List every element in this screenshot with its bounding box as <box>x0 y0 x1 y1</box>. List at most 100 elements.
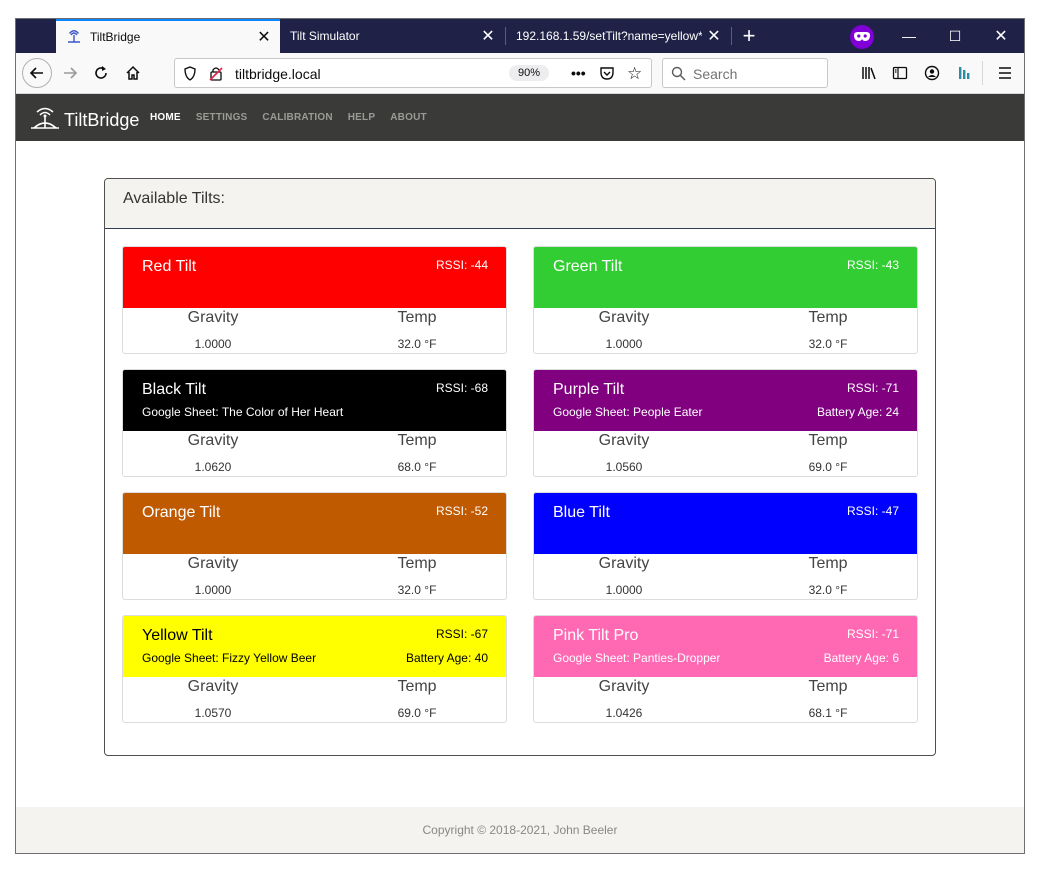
main-content: Available Tilts: Red Tilt RSSI: -44 Grav… <box>16 141 1024 807</box>
tilt-google-sheet: Google Sheet: Fizzy Yellow Beer <box>142 651 317 665</box>
temp-label: Temp <box>808 555 848 572</box>
library-icon[interactable] <box>856 59 884 87</box>
url-text[interactable]: tiltbridge.local <box>235 66 321 82</box>
temp-label: Temp <box>397 678 437 695</box>
available-tilts-panel: Available Tilts: Red Tilt RSSI: -44 Grav… <box>104 178 936 756</box>
shield-icon[interactable] <box>183 66 197 86</box>
gravity-label: Gravity <box>187 432 239 449</box>
tilt-card-header: Green Tilt RSSI: -43 <box>534 247 917 308</box>
gravity-label: Gravity <box>598 555 650 572</box>
new-tab-icon[interactable]: + <box>742 23 756 48</box>
nav-help[interactable]: HELP <box>347 112 376 123</box>
brand[interactable]: TiltBridge <box>30 106 139 135</box>
insecure-lock-icon[interactable] <box>209 66 223 86</box>
tilt-card-red-tilt: Red Tilt RSSI: -44 Gravity Temp 1.0000 3… <box>122 246 507 354</box>
tilt-battery-age: Battery Age: 40 <box>405 651 488 665</box>
search-bar[interactable]: Search <box>662 58 828 88</box>
brand-name: TiltBridge <box>64 110 140 130</box>
zoom-level[interactable]: 90% <box>509 65 549 81</box>
tilt-card-header: Black Tilt RSSI: -68 Google Sheet: The C… <box>123 370 506 431</box>
close-window-icon[interactable]: ✕ <box>994 28 1008 45</box>
tilt-battery-age: Battery Age: 6 <box>823 651 899 665</box>
temp-value: 32.0 °F <box>397 583 437 597</box>
pocket-icon[interactable] <box>599 66 615 86</box>
url-bar[interactable]: tiltbridge.local 90% ••• ☆ <box>174 58 652 88</box>
gravity-value: 1.0000 <box>605 337 643 351</box>
home-button[interactable] <box>119 59 147 87</box>
bookmark-star-icon[interactable]: ☆ <box>627 64 643 83</box>
tilt-card-body: Gravity Temp 1.0620 68.0 °F <box>123 431 506 476</box>
temp-label: Temp <box>808 432 848 449</box>
tilt-name: Orange Tilt <box>142 504 221 521</box>
tilt-google-sheet: Google Sheet: Panties-Dropper <box>553 651 721 665</box>
tab-tiltbridge[interactable]: TiltBridge ✕ <box>56 19 280 53</box>
temp-value: 69.0 °F <box>808 460 848 474</box>
temp-value: 68.1 °F <box>808 706 848 720</box>
panel-title: Available Tilts: <box>105 179 935 229</box>
tilt-rssi: RSSI: -71 <box>846 627 899 641</box>
tilt-google-sheet: Google Sheet: People Eater <box>553 405 703 419</box>
browser-window: TiltBridge ✕ Tilt Simulator ✕ 192.168.1.… <box>15 18 1025 854</box>
tilt-card-body: Gravity Temp 1.0426 68.1 °F <box>534 677 917 722</box>
hamburger-menu-icon[interactable] <box>991 59 1019 87</box>
tilt-rssi: RSSI: -71 <box>846 381 899 395</box>
nav-about[interactable]: ABOUT <box>390 112 427 123</box>
minimize-icon[interactable]: — <box>902 28 916 44</box>
tilt-name: Black Tilt <box>142 381 207 398</box>
gravity-value: 1.0000 <box>194 337 232 351</box>
close-tab-icon[interactable]: ✕ <box>257 29 271 46</box>
tilt-card-body: Gravity Temp 1.0000 32.0 °F <box>534 308 917 353</box>
gravity-label: Gravity <box>598 678 650 695</box>
temp-value: 32.0 °F <box>397 337 437 351</box>
toolbar-separator <box>982 61 983 85</box>
nav-settings[interactable]: SETTINGS <box>195 112 248 123</box>
temp-label: Temp <box>397 555 437 572</box>
tab-bar: TiltBridge ✕ Tilt Simulator ✕ 192.168.1.… <box>16 19 1024 53</box>
tilt-google-sheet: Google Sheet: The Color of Her Heart <box>142 405 344 419</box>
tilt-name: Yellow Tilt <box>142 627 213 644</box>
search-input[interactable]: Search <box>693 66 738 82</box>
tab-settilt[interactable]: 192.168.1.59/setTilt?name=yellow*H ✕ <box>506 19 730 53</box>
tilt-name: Green Tilt <box>553 258 623 275</box>
close-tab-icon[interactable]: ✕ <box>481 28 495 45</box>
tilt-card-header: Red Tilt RSSI: -44 <box>123 247 506 308</box>
tab-title: Tilt Simulator <box>290 29 360 43</box>
tab-tilt-simulator[interactable]: Tilt Simulator ✕ <box>280 19 504 53</box>
account-icon[interactable] <box>918 59 946 87</box>
maximize-icon[interactable]: ☐ <box>948 27 962 44</box>
close-tab-icon[interactable]: ✕ <box>707 28 721 45</box>
back-arrow-icon <box>29 67 43 79</box>
tiltbridge-favicon-icon <box>66 29 82 45</box>
tilt-card-header: Pink Tilt Pro RSSI: -71 Google Sheet: Pa… <box>534 616 917 677</box>
sidebar-icon[interactable] <box>886 59 914 87</box>
gravity-value: 1.0570 <box>194 706 232 720</box>
reload-icon <box>95 66 107 79</box>
temp-value: 68.0 °F <box>397 460 437 474</box>
nav-home[interactable]: HOME <box>150 112 181 123</box>
tilt-rssi: RSSI: -44 <box>435 258 488 272</box>
tilt-card-blue-tilt: Blue Tilt RSSI: -47 Gravity Temp 1.0000 … <box>533 492 918 600</box>
tilt-rssi: RSSI: -67 <box>435 627 488 641</box>
gravity-label: Gravity <box>187 309 239 326</box>
forward-button[interactable] <box>56 59 84 87</box>
gravity-label: Gravity <box>598 432 650 449</box>
page-actions-icon[interactable]: ••• <box>571 65 586 81</box>
back-button[interactable] <box>22 58 52 88</box>
tilt-card-purple-tilt: Purple Tilt RSSI: -71 Google Sheet: Peop… <box>533 369 918 477</box>
tilt-name: Pink Tilt Pro <box>553 627 639 644</box>
tilt-rssi: RSSI: -68 <box>435 381 488 395</box>
gravity-value: 1.0000 <box>605 583 643 597</box>
nav-calibration[interactable]: CALIBRATION <box>262 112 333 123</box>
tilt-card-pink-tilt-pro: Pink Tilt Pro RSSI: -71 Google Sheet: Pa… <box>533 615 918 723</box>
tilt-card-green-tilt: Green Tilt RSSI: -43 Gravity Temp 1.0000… <box>533 246 918 354</box>
temp-value: 69.0 °F <box>397 706 437 720</box>
gravity-value: 1.0560 <box>605 460 643 474</box>
extension-icon[interactable] <box>950 59 978 87</box>
tilt-card-header: Purple Tilt RSSI: -71 Google Sheet: Peop… <box>534 370 917 431</box>
reload-button[interactable] <box>87 59 115 87</box>
tilt-card-body: Gravity Temp 1.0560 69.0 °F <box>534 431 917 476</box>
temp-label: Temp <box>397 432 437 449</box>
tilt-name: Red Tilt <box>142 258 197 275</box>
forward-arrow-icon <box>64 67 78 79</box>
tilt-card-yellow-tilt: Yellow Tilt RSSI: -67 Google Sheet: Fizz… <box>122 615 507 723</box>
